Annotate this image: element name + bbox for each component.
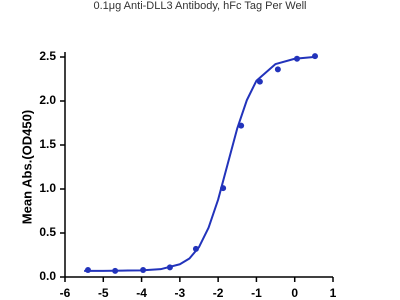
y-axis-label: Mean Abs.(OD450) [19,110,34,224]
data-point [192,245,199,252]
x-tick-label: -5 [98,286,109,300]
fit-curve [84,56,314,272]
data-point [294,55,301,62]
data-point [312,53,319,60]
data-point [84,266,91,273]
y-tick-label: 2.0 [39,93,56,107]
y-tick-label: 0.5 [39,225,56,239]
x-tick-label: -3 [175,286,186,300]
y-tick-label: 2.5 [39,49,56,63]
data-point [112,267,119,274]
data-point [274,66,281,73]
chart-title: 0.1μg Anti-DLL3 Antibody, hFc Tag Per We… [93,0,306,12]
y-tick-label: 1.0 [39,181,56,195]
x-tick-label: 0 [291,286,298,300]
x-tick-label: -2 [213,286,224,300]
data-point [238,122,245,129]
y-tick-label: 1.5 [39,137,56,151]
x-tick-label: -4 [136,286,147,300]
data-point [220,185,227,192]
data-point [140,266,147,273]
y-tick-label: 0.0 [39,269,56,283]
data-point [166,264,173,271]
data-point [256,78,263,85]
x-tick-label: -1 [251,286,262,300]
x-tick-label: -6 [60,286,71,300]
x-tick-label: 1 [330,286,337,300]
